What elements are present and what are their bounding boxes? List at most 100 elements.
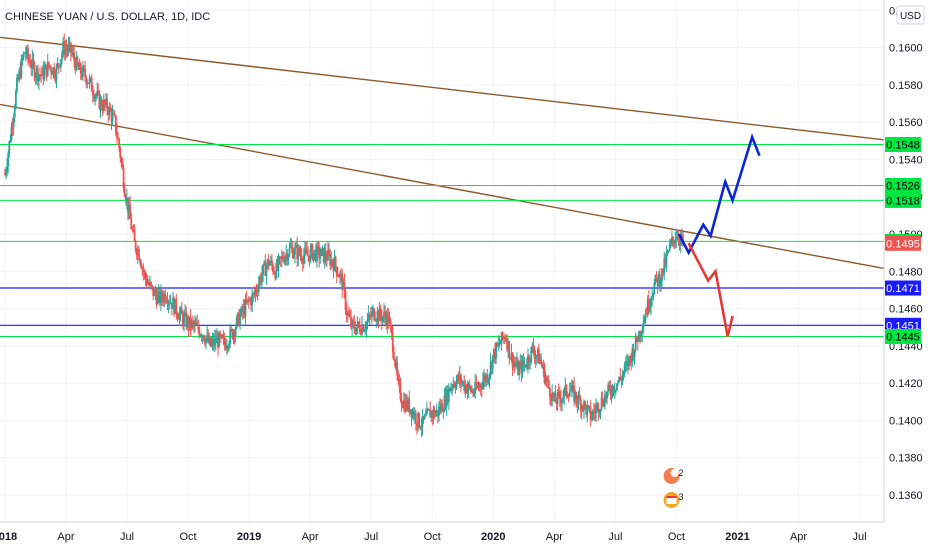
candle-body-161 xyxy=(180,308,183,315)
candle-body-31 xyxy=(38,74,40,81)
candle-body-413 xyxy=(457,375,460,381)
candle-body-204 xyxy=(228,343,230,348)
candle-body-34 xyxy=(41,67,44,76)
candle-body-32 xyxy=(39,74,41,76)
candle-body-47 xyxy=(55,66,58,80)
candle-body-216 xyxy=(241,307,244,313)
candle-body-274 xyxy=(305,248,307,251)
candle-body-124 xyxy=(140,262,143,269)
candle-body-12 xyxy=(17,77,19,80)
candle-body-573 xyxy=(633,350,636,358)
candle-body-368 xyxy=(408,398,411,413)
candle-body-354 xyxy=(392,351,395,360)
currency-label[interactable]: USD xyxy=(900,11,921,22)
candle-body-463 xyxy=(512,362,515,368)
candle-body-137 xyxy=(154,289,157,296)
candle-body-150 xyxy=(168,301,171,304)
candle-body-184 xyxy=(206,334,208,339)
candle-body-43 xyxy=(51,72,54,75)
candle-body-53 xyxy=(62,41,65,54)
level-badge-7 xyxy=(885,329,921,345)
candle-body-598 xyxy=(661,268,663,281)
candle-body-441 xyxy=(488,374,491,380)
candle-body-396 xyxy=(439,407,441,411)
candle-body-544 xyxy=(601,397,604,405)
candle-body-208 xyxy=(232,331,235,339)
candle-body-142 xyxy=(160,290,162,303)
candle-body-482 xyxy=(533,352,536,359)
currency-selector[interactable]: USD xyxy=(896,5,925,25)
candle-body-183 xyxy=(205,338,207,344)
candle-body-194 xyxy=(217,337,219,348)
candle-body-262 xyxy=(291,247,294,258)
candle-body-206 xyxy=(230,328,233,330)
candle-body-141 xyxy=(158,291,161,303)
candle-body-350 xyxy=(388,320,391,323)
candle-body-132 xyxy=(149,282,151,285)
candle-body-270 xyxy=(300,255,303,261)
candle-body-589 xyxy=(651,297,654,299)
candle-body-604 xyxy=(667,250,670,252)
candle-body-490 xyxy=(542,365,545,369)
candle-body-334 xyxy=(371,311,373,318)
candle-body-103 xyxy=(117,137,119,140)
candle-body-470 xyxy=(520,361,523,374)
candle-body-464 xyxy=(513,362,516,365)
candle-body-8 xyxy=(12,117,15,127)
candle-body-505 xyxy=(558,392,561,399)
candle-body-78 xyxy=(89,77,92,79)
candle-body-196 xyxy=(219,333,222,337)
candle-body-356 xyxy=(395,362,397,366)
candle-body-127 xyxy=(143,272,146,274)
candle-body-149 xyxy=(167,301,170,305)
candle-body-495 xyxy=(547,380,550,389)
candle-body-177 xyxy=(198,329,201,337)
candle-body-328 xyxy=(364,329,367,331)
candle-body-335 xyxy=(372,308,374,312)
candle-body-474 xyxy=(524,364,527,367)
candle-body-521 xyxy=(576,401,579,405)
candle-body-540 xyxy=(597,403,600,414)
candle-body-435 xyxy=(482,381,484,389)
candle-body-248 xyxy=(276,262,279,269)
candle-body-336 xyxy=(373,308,376,320)
candle-body-408 xyxy=(452,383,455,387)
candle-body-147 xyxy=(165,301,168,303)
candle-body-223 xyxy=(249,299,251,301)
candle-body-337 xyxy=(374,319,377,321)
candle-body-311 xyxy=(345,310,348,316)
candle-body-26 xyxy=(32,58,35,65)
x-tick-4: 2019 xyxy=(237,531,261,543)
candle-body-566 xyxy=(625,360,628,364)
candle-body-165 xyxy=(185,312,188,328)
candle-body-33 xyxy=(40,75,43,77)
candle-body-332 xyxy=(368,314,371,316)
candle-body-268 xyxy=(298,247,301,255)
candle-body-118 xyxy=(133,230,136,241)
currency-selector-box[interactable] xyxy=(896,5,925,25)
candle-body-486 xyxy=(538,349,540,364)
candle-body-438 xyxy=(485,374,488,382)
candle-body-444 xyxy=(491,355,494,370)
candle-body-168 xyxy=(188,316,191,328)
y-tick-12: 0.1380 xyxy=(889,453,923,465)
candle-body-450 xyxy=(498,343,501,345)
candle-body-258 xyxy=(287,255,290,261)
candle-body-555 xyxy=(613,390,616,393)
candle-body-509 xyxy=(563,388,566,397)
candle-body-62 xyxy=(72,52,74,54)
x-tick-6: Jul xyxy=(364,531,378,543)
candle-body-355 xyxy=(394,359,396,366)
candle-body-360 xyxy=(399,383,402,400)
candle-body-472 xyxy=(522,360,525,366)
y-tick-4: 0.1540 xyxy=(889,154,923,166)
candle-body-126 xyxy=(142,268,145,273)
y-tick-1: 0.1600 xyxy=(889,43,923,55)
candle-body-543 xyxy=(600,397,603,409)
candle-body-391 xyxy=(433,409,436,417)
candle-body-122 xyxy=(138,249,140,260)
candle-body-477 xyxy=(528,355,530,363)
candle-body-515 xyxy=(569,390,572,392)
candle-body-370 xyxy=(410,409,413,418)
candle-body-349 xyxy=(387,312,390,323)
